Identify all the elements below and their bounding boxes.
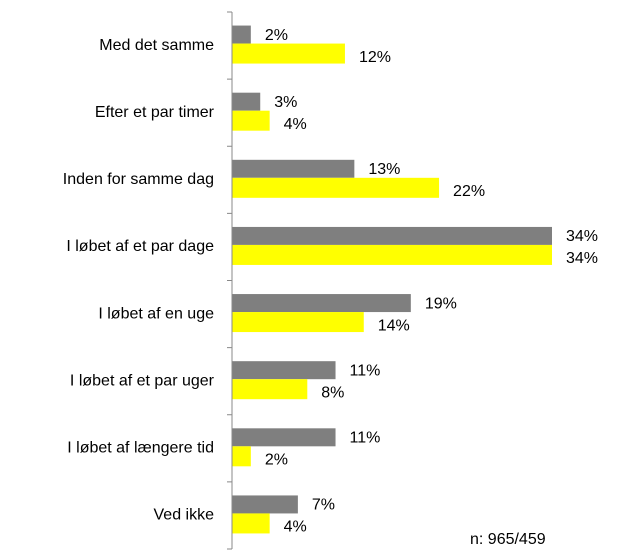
bar	[232, 379, 308, 400]
value-label: 19%	[425, 295, 457, 312]
bar	[232, 361, 336, 380]
bar	[232, 25, 251, 44]
value-label: 13%	[368, 161, 400, 178]
y-tick-label: I løbet af længere tid	[67, 440, 214, 457]
value-label: 34%	[566, 228, 598, 245]
value-label: 34%	[566, 250, 598, 267]
y-tick-label: Ved ikke	[154, 507, 215, 524]
value-label: 2%	[265, 452, 288, 469]
bar	[232, 446, 251, 467]
bar	[232, 428, 336, 447]
value-label: 22%	[453, 183, 485, 200]
bar	[232, 92, 261, 111]
value-label: 12%	[359, 49, 391, 66]
bar	[232, 244, 552, 265]
annotation: n: 965/459	[470, 531, 546, 548]
value-label: 14%	[378, 317, 410, 334]
value-label: 11%	[350, 430, 381, 447]
y-tick-label: I løbet af et par uger	[70, 372, 215, 389]
y-tick-label: I løbet af en uge	[98, 305, 214, 322]
value-label: 4%	[284, 519, 307, 536]
value-label: 7%	[312, 497, 335, 514]
bar	[232, 312, 364, 333]
y-tick-label: I løbet af et par dage	[66, 238, 214, 255]
y-tick-label: Efter et par timer	[95, 104, 215, 121]
bar	[232, 43, 345, 64]
value-label: 2%	[265, 27, 288, 44]
value-label: 11%	[350, 362, 381, 379]
bar	[232, 513, 270, 534]
bar	[232, 226, 552, 245]
bar	[232, 177, 440, 198]
y-tick-label: Med det samme	[99, 37, 214, 54]
value-label: 3%	[274, 94, 297, 111]
bar	[232, 294, 411, 313]
value-label: 8%	[321, 384, 344, 401]
y-tick-label: Inden for samme dag	[63, 171, 214, 188]
bar	[232, 159, 355, 178]
bar	[232, 495, 298, 514]
value-label: 4%	[284, 116, 307, 133]
bar	[232, 110, 270, 131]
